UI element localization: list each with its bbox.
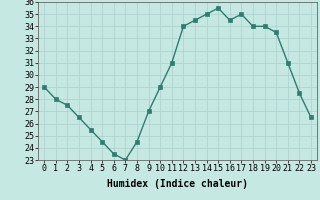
X-axis label: Humidex (Indice chaleur): Humidex (Indice chaleur) (107, 179, 248, 189)
